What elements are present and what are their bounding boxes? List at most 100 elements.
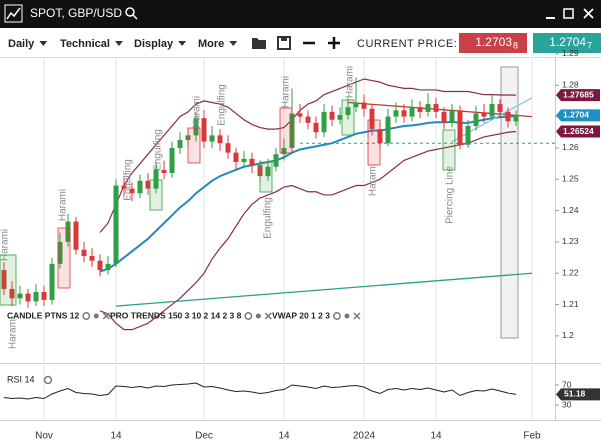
candle-body [313,122,319,133]
candle-body [297,113,303,117]
candle-body [441,111,447,123]
x-tick-label: 14 [430,431,442,442]
candle-body [65,221,71,242]
close-icon [583,8,594,19]
x-tick-label: 14 [110,431,122,442]
x-tick-label: 2024 [353,431,376,442]
app-icon [4,4,23,23]
candle-body [201,118,207,142]
pattern-label: Harami [8,317,19,349]
pattern-label: Engulfing [217,84,228,126]
pattern-label: Engulfing [263,197,274,239]
candle-body [169,147,175,173]
menu-button[interactable]: More [198,38,238,50]
candle-body [57,241,63,264]
folder-icon [252,38,266,49]
visibility-button[interactable] [344,313,350,319]
menu-label: Technical [60,38,110,50]
menu-label: Display [134,38,174,50]
pattern-label: Harami [0,229,11,261]
candle-body [273,154,279,167]
x-tick-label: Nov [35,431,53,442]
visibility-button[interactable] [255,313,261,319]
settings-button[interactable] [333,312,341,320]
rsi-settings[interactable] [43,375,53,385]
candle-body [145,180,151,189]
candle-body [153,169,159,189]
candle-body [217,135,223,144]
ask-price: 1.2704 [549,35,586,49]
candle-body [433,104,439,112]
candle-body [409,107,415,117]
search-icon [132,14,138,20]
candle-body [161,169,167,173]
candle-body [265,166,271,177]
rsi-title: RSI 14 [7,374,35,384]
y-tick-label: 1.21 [562,299,579,309]
band-line [99,130,517,331]
candle-body [129,188,135,194]
candle-body [9,288,15,299]
settings-button[interactable] [82,312,91,320]
candle-body [233,152,239,163]
bid-price-box[interactable] [459,33,527,53]
candle-body [49,263,55,300]
menu-label: More [198,38,224,50]
candle-body [33,292,39,302]
pattern-label: Harami [345,66,356,98]
candle-body [113,185,119,264]
zoom-in-button[interactable] [328,37,340,49]
indicator-label: CANDLE PTNS 12 [7,310,80,320]
price-tag-label: 1.27685 [563,89,594,99]
ask-price-box[interactable] [533,33,601,53]
remove-button[interactable] [102,312,110,320]
candle-body [473,113,479,126]
close-button[interactable] [583,8,594,19]
candle-body [209,135,215,142]
candle-body [393,110,399,117]
pattern-label: Harami [281,76,292,108]
candle-body [241,158,247,163]
candle-body [105,263,111,271]
candle-body [73,221,79,250]
pattern-box [187,127,201,164]
search-button[interactable] [125,7,138,20]
candle-body [225,143,231,153]
bid-pip: 8 [513,40,518,50]
candle-body [505,111,511,122]
pattern-label: Engulfing [153,129,164,171]
candle-body [193,118,199,136]
rsi-plot [3,382,517,400]
settings-button[interactable] [244,312,253,320]
y-tick-label: 1.24 [562,205,579,215]
menu-button[interactable]: Daily [8,38,48,50]
price-tag [556,109,600,122]
remove-button[interactable] [264,312,272,320]
candle-body [457,110,463,145]
candle-body [369,108,375,130]
axes: Nov 14 Dec 14 2024 14 Feb 1.2 1.21 1.22 1.23 1.24 1.… [35,48,600,442]
visibility-button[interactable] [93,313,99,319]
rsi-tag-label: 51.18 [564,389,586,399]
menu-button[interactable]: Display [134,38,187,50]
menu-group: Daily Technical Display More [8,38,238,50]
band-line [99,78,517,233]
popout-button[interactable] [563,8,574,19]
save-button[interactable] [277,36,291,50]
ask-pip: 7 [587,40,592,50]
y-tick-label: 1.29 [562,48,579,58]
candle-body [385,116,391,144]
candle-body [17,293,23,299]
open-button[interactable] [252,38,266,49]
candle-body [513,115,519,122]
rsi-tick-label: 70 [562,379,572,389]
pattern-box [259,161,273,193]
pattern-label: Harami [58,189,69,221]
candle-body [353,102,359,108]
pattern-label: Piercing Line [445,166,456,224]
remove-button[interactable] [353,312,361,320]
pattern-box [367,119,381,166]
gear-icon [43,375,53,385]
menu-button[interactable]: Technical [60,38,123,50]
